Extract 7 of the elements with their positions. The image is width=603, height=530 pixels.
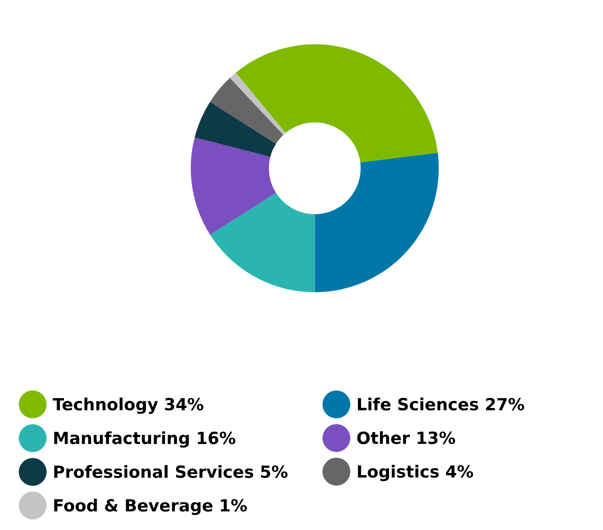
legend-label: Food & Beverage 1% bbox=[54, 498, 247, 515]
legend-label: Manufacturing 16% bbox=[54, 431, 236, 448]
legend-label: Technology 34% bbox=[52, 398, 204, 414]
legend-label: Other 13% bbox=[357, 431, 456, 444]
legend-label: Logistics 4% bbox=[358, 464, 474, 482]
legend-label: Life Sciences 27% bbox=[358, 398, 524, 410]
legend-label: Professional Services 5% bbox=[54, 465, 288, 478]
